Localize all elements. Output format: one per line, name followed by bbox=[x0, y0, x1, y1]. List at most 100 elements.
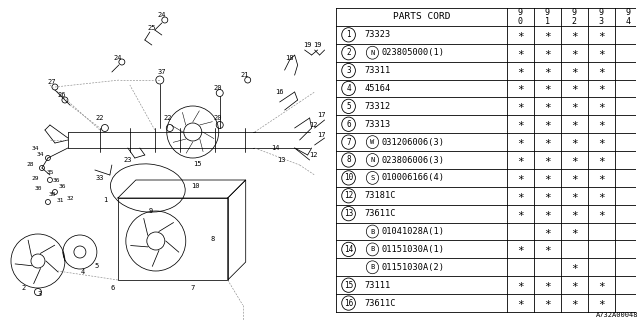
Text: 73311: 73311 bbox=[365, 66, 391, 75]
Text: 21: 21 bbox=[241, 72, 249, 78]
Circle shape bbox=[342, 278, 355, 292]
Text: 2: 2 bbox=[22, 285, 26, 291]
Text: ∗: ∗ bbox=[544, 173, 551, 183]
Text: 26: 26 bbox=[58, 92, 66, 98]
Text: 30: 30 bbox=[34, 186, 42, 190]
Text: 17: 17 bbox=[317, 132, 326, 138]
Text: 5: 5 bbox=[346, 102, 351, 111]
Text: ∗: ∗ bbox=[544, 101, 551, 111]
Text: 27: 27 bbox=[48, 79, 56, 85]
Text: ∗: ∗ bbox=[598, 119, 605, 129]
Text: 22: 22 bbox=[95, 115, 104, 121]
Text: ∗: ∗ bbox=[544, 66, 551, 76]
Text: 13: 13 bbox=[344, 209, 353, 218]
Text: 4: 4 bbox=[346, 84, 351, 93]
Text: ∗: ∗ bbox=[517, 84, 524, 93]
Text: 25: 25 bbox=[148, 25, 156, 31]
Text: B: B bbox=[371, 246, 374, 252]
Text: 73313: 73313 bbox=[365, 120, 391, 129]
Text: 36: 36 bbox=[52, 178, 60, 182]
Text: 12: 12 bbox=[310, 122, 318, 128]
Text: ∗: ∗ bbox=[544, 84, 551, 93]
Text: ∗: ∗ bbox=[598, 209, 605, 219]
Text: ∗: ∗ bbox=[544, 191, 551, 201]
Text: 12: 12 bbox=[310, 152, 318, 158]
Circle shape bbox=[342, 206, 355, 221]
Circle shape bbox=[342, 153, 355, 167]
Circle shape bbox=[342, 81, 355, 96]
Text: ∗: ∗ bbox=[571, 101, 578, 111]
Text: ∗: ∗ bbox=[517, 30, 524, 40]
Text: 9
0: 9 0 bbox=[518, 8, 523, 26]
Text: 20: 20 bbox=[214, 85, 222, 91]
Text: 15: 15 bbox=[344, 281, 353, 290]
Text: ∗: ∗ bbox=[544, 30, 551, 40]
Text: ∗: ∗ bbox=[571, 66, 578, 76]
Text: 34: 34 bbox=[36, 153, 44, 157]
Text: 5: 5 bbox=[95, 263, 99, 269]
Text: ∗: ∗ bbox=[598, 191, 605, 201]
Text: ∗: ∗ bbox=[544, 48, 551, 58]
Text: S: S bbox=[371, 175, 374, 181]
Text: B: B bbox=[371, 228, 374, 235]
Text: ∗: ∗ bbox=[517, 298, 524, 308]
Text: 20: 20 bbox=[214, 115, 222, 121]
Text: 01041028A(1): 01041028A(1) bbox=[381, 227, 444, 236]
Text: ∗: ∗ bbox=[544, 209, 551, 219]
Text: ∗: ∗ bbox=[598, 101, 605, 111]
Circle shape bbox=[366, 154, 379, 166]
Bar bbox=[118, 198, 228, 280]
Text: 19: 19 bbox=[303, 42, 312, 48]
Text: 31: 31 bbox=[56, 197, 63, 203]
Text: 36: 36 bbox=[58, 185, 66, 189]
Text: ∗: ∗ bbox=[571, 191, 578, 201]
Text: 01151030A(2): 01151030A(2) bbox=[381, 263, 444, 272]
Circle shape bbox=[342, 135, 355, 149]
Text: ∗: ∗ bbox=[544, 227, 551, 236]
Text: 45164: 45164 bbox=[365, 84, 391, 93]
Circle shape bbox=[366, 225, 379, 238]
Circle shape bbox=[366, 261, 379, 274]
Text: ∗: ∗ bbox=[571, 298, 578, 308]
Text: ∗: ∗ bbox=[571, 173, 578, 183]
Text: ∗: ∗ bbox=[571, 227, 578, 236]
Text: 23: 23 bbox=[124, 157, 132, 163]
Circle shape bbox=[342, 242, 355, 257]
Text: 13: 13 bbox=[277, 157, 286, 163]
Text: ∗: ∗ bbox=[598, 298, 605, 308]
Text: 023806006(3): 023806006(3) bbox=[381, 156, 444, 164]
Text: ∗: ∗ bbox=[517, 66, 524, 76]
Circle shape bbox=[366, 136, 379, 148]
Text: B: B bbox=[371, 264, 374, 270]
Text: 19: 19 bbox=[314, 42, 322, 48]
Text: ∗: ∗ bbox=[598, 48, 605, 58]
Text: 73312: 73312 bbox=[365, 102, 391, 111]
Circle shape bbox=[366, 46, 379, 59]
Circle shape bbox=[366, 172, 379, 184]
Text: 73111: 73111 bbox=[365, 281, 391, 290]
Text: PARTS CORD: PARTS CORD bbox=[392, 12, 450, 21]
Text: W: W bbox=[371, 139, 374, 145]
Text: 3: 3 bbox=[38, 291, 42, 297]
Text: ∗: ∗ bbox=[571, 137, 578, 147]
Text: 10: 10 bbox=[191, 183, 200, 189]
Text: 1: 1 bbox=[103, 197, 107, 203]
Text: ∗: ∗ bbox=[517, 48, 524, 58]
Text: 73181C: 73181C bbox=[365, 191, 396, 200]
Text: 32: 32 bbox=[66, 196, 74, 201]
Text: 6: 6 bbox=[111, 285, 115, 291]
Text: ∗: ∗ bbox=[544, 244, 551, 254]
Text: 35: 35 bbox=[46, 170, 54, 174]
Text: ∗: ∗ bbox=[598, 155, 605, 165]
Text: 9: 9 bbox=[148, 208, 153, 214]
Text: ∗: ∗ bbox=[544, 155, 551, 165]
Text: 28: 28 bbox=[26, 163, 34, 167]
Text: 8: 8 bbox=[211, 236, 215, 242]
Text: N: N bbox=[371, 50, 374, 56]
Text: ∗: ∗ bbox=[571, 119, 578, 129]
Text: 18: 18 bbox=[285, 55, 294, 61]
Circle shape bbox=[342, 117, 355, 132]
Text: ∗: ∗ bbox=[544, 119, 551, 129]
Text: ∗: ∗ bbox=[544, 298, 551, 308]
Text: N: N bbox=[371, 157, 374, 163]
